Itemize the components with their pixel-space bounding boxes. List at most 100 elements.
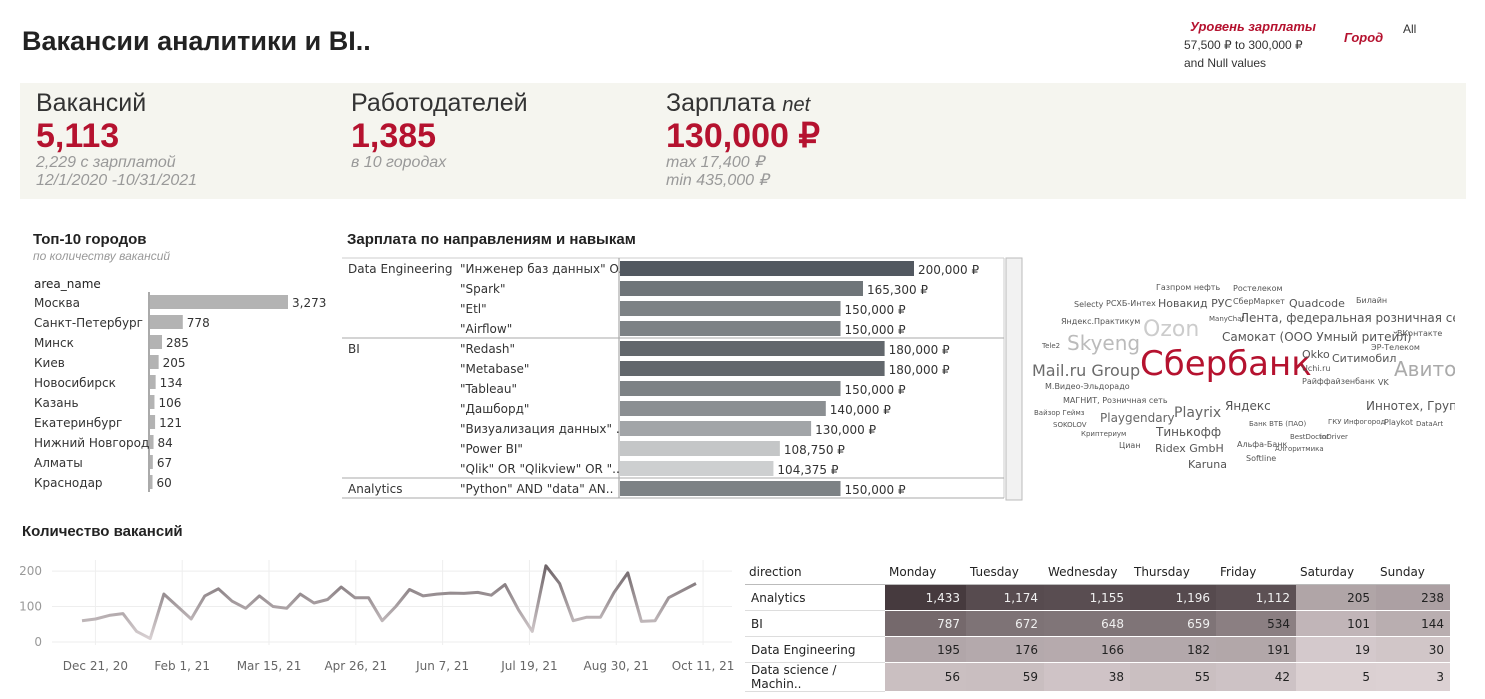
salary-bar-chart: Data Engineering "Инженер баз данных" O..… (342, 257, 1023, 501)
employer-word: Яндекс (1225, 399, 1271, 413)
kpi-employers: Работодателей 1,385 в 10 городах (351, 89, 528, 172)
employer-word: SOKOLOV (1053, 421, 1087, 429)
employer-word: МАГНИТ, Розничная сеть (1063, 396, 1168, 405)
line-x-tick: Jul 19, 21 (500, 659, 557, 673)
heatmap-cell: 195 (885, 636, 966, 663)
salary-value-label: 150,000 ₽ (845, 483, 906, 497)
heatmap-cell: 205 (1296, 584, 1376, 611)
kpi-salary-label-suffix: net (782, 94, 811, 116)
heatmap-cell: 534 (1216, 610, 1296, 637)
city-bar (150, 295, 288, 309)
heatmap-row: BI 787 672 648 659 534 101 144 (745, 610, 1450, 637)
city-value-label: 67 (157, 456, 172, 470)
salary-bar (620, 361, 885, 376)
employer-word: Лента, федеральная розничная сеть (1240, 311, 1455, 325)
salary-value-label: 180,000 ₽ (889, 343, 950, 357)
salary-filter[interactable]: Уровень зарплаты 57,500 ₽ to 300,000 ₽ a… (1184, 18, 1316, 72)
salary-skill-label: "Qlik" OR "Qlikview" OR ".. (460, 462, 620, 476)
heatmap-column-header: Thursday (1130, 560, 1216, 585)
employer-word: BestDoctor (1290, 433, 1329, 441)
cities-chart-subtitle: по количеству вакансий (33, 249, 171, 263)
city-bar (150, 455, 153, 469)
salary-bar (620, 401, 826, 416)
employer-word: Тинькофф (1155, 425, 1221, 439)
city-bar (150, 395, 155, 409)
cities-column-header: area_name (34, 277, 101, 291)
salary-skill-label: "Airflow" (460, 322, 512, 336)
city-value-label: 778 (187, 316, 210, 330)
city-label: Нижний Новгород (34, 436, 149, 450)
heatmap-cell: 1,433 (885, 584, 966, 611)
salary-skill-label: "Python" AND "data" AN.. (460, 482, 613, 496)
heatmap-cell: 56 (885, 662, 966, 692)
heatmap-column-header: Saturday (1296, 560, 1376, 585)
salary-value-label: 108,750 ₽ (784, 443, 845, 457)
heatmap-cell: 648 (1044, 610, 1130, 637)
employer-word: Karuna (1188, 458, 1227, 471)
employer-word: Альфа-Банк (1237, 440, 1288, 449)
city-filter-value[interactable]: All (1403, 22, 1417, 36)
heatmap-cell: 19 (1296, 636, 1376, 663)
city-filter-title: Город (1344, 30, 1384, 45)
salary-skill-label: "Power BI" (460, 442, 523, 456)
employer-word: Quadcode (1289, 297, 1345, 310)
heatmap-column-header: Monday (885, 560, 966, 585)
heatmap-column-header: Friday (1216, 560, 1296, 585)
salary-skill-label: "Визуализация данных" .. (460, 422, 623, 436)
city-label: Екатеринбург (34, 416, 122, 430)
vacancies-series-line (81, 564, 697, 640)
city-bar (150, 475, 153, 489)
employer-word: VK (1378, 378, 1389, 387)
city-value-label: 205 (163, 356, 186, 370)
employer-word: Skyeng (1067, 331, 1140, 355)
vacancies-line-chart: 200 100 0 Dec 21, 20 Feb 1, 21 Mar 15, 21 Apr … (20, 560, 735, 673)
kpi-salary-min: min 435,000 ₽ (666, 172, 769, 189)
cities-chart-title: Топ-10 городов (33, 231, 147, 248)
salary-value-label: 140,000 ₽ (830, 403, 891, 417)
employer-word: Playrix (1174, 405, 1221, 421)
employer-word: Softline (1246, 454, 1276, 463)
salary-value-label: 165,300 ₽ (867, 283, 928, 297)
heatmap-cell: 166 (1044, 636, 1130, 663)
employer-word: Okko (1302, 348, 1330, 361)
heatmap-column-header: Sunday (1376, 560, 1450, 585)
employer-word: СберМаркет (1233, 297, 1285, 306)
kpi-salary-value: 130,000 ₽ (666, 117, 820, 155)
city-bar (150, 355, 159, 369)
heatmap-cell: 55 (1130, 662, 1216, 692)
kpi-salary-max: max 17,400 ₽ (666, 154, 765, 171)
salary-filter-title: Уровень зарплаты (1190, 19, 1317, 34)
city-value-label: 134 (160, 376, 183, 390)
salary-scrollbar (1005, 257, 1023, 501)
salary-skill-label: "Metabase" (460, 362, 529, 376)
employer-word: inDriver (1320, 433, 1348, 441)
salary-bar (620, 381, 841, 396)
employer-word: ЭР-Телеком (1371, 343, 1420, 352)
salary-bar (620, 341, 885, 356)
employer-word: Райффайзенбанк (1302, 377, 1375, 386)
salary-bar (620, 301, 841, 316)
city-value-label: 285 (166, 336, 189, 350)
salary-value-label: 150,000 ₽ (845, 303, 906, 317)
employer-word: Ситимобил (1332, 352, 1396, 365)
heatmap-cell: 191 (1216, 636, 1296, 663)
employer-word: РСХБ-Интех (1106, 299, 1156, 308)
employer-word: Билайн (1356, 296, 1387, 305)
line-x-tick: Mar 15, 21 (237, 659, 302, 673)
city-bar (150, 415, 156, 429)
salary-filter-null: and Null values (1184, 56, 1267, 70)
employer-word: Иннотех, Группа компаний (1366, 399, 1455, 413)
heatmap-cell: 5 (1296, 662, 1376, 692)
heatmap-direction-label: Analytics (745, 584, 885, 611)
employer-word: Новакид РУС (1158, 297, 1232, 310)
employer-word: Mail.ru Group (1032, 361, 1140, 380)
line-x-tick: Oct 11, 21 (672, 659, 735, 673)
city-bar (150, 335, 163, 349)
city-label: Краснодар (34, 476, 103, 490)
kpi-vacancies-value: 5,113 (36, 117, 120, 155)
salary-value-label: 130,000 ₽ (815, 423, 876, 437)
line-x-tick: Jun 7, 21 (415, 659, 469, 673)
employer-word: Газпром нефть (1156, 283, 1220, 292)
employer-word: Вайзор Геймз (1034, 409, 1085, 417)
employer-word: Uchi.ru (1302, 364, 1330, 373)
